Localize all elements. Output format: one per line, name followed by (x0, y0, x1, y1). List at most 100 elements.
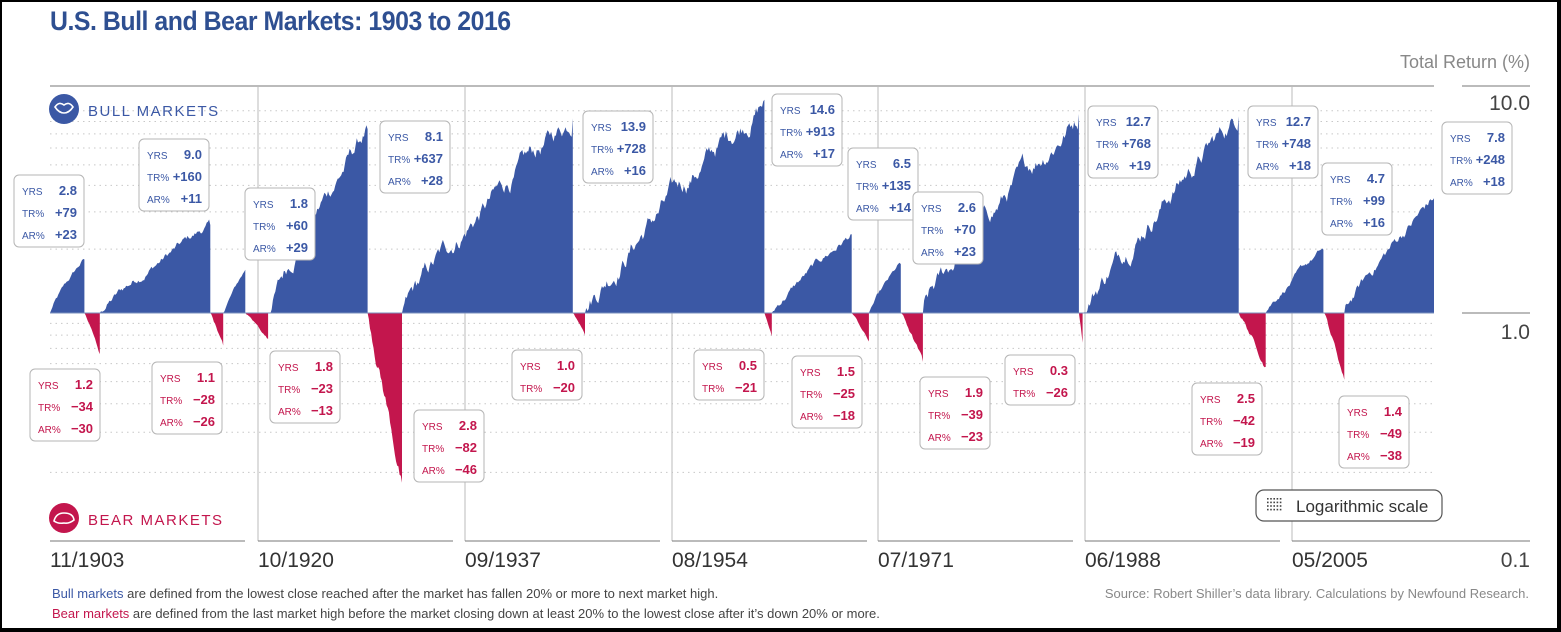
source-note: Source: Robert Shiller’s data library. C… (1104, 586, 1529, 601)
bull-callout-key: YRS (253, 200, 274, 211)
bear-callout-key: AR% (1200, 439, 1223, 450)
bear-callout-key: AR% (422, 466, 445, 477)
bear-callout-key: YRS (1013, 367, 1034, 378)
bull-callout-key: AR% (1450, 178, 1473, 189)
bull-callout-key: AR% (388, 177, 411, 188)
bull-footnote-keyword: Bull markets (52, 586, 124, 601)
bull-market-area (1082, 116, 1239, 313)
bull-market-area (585, 99, 765, 313)
dots-icon (1276, 498, 1279, 500)
dots-icon (1270, 498, 1272, 500)
bull-icon-horns (54, 102, 74, 114)
bull-callout-value: +23 (954, 244, 976, 259)
bull-callout-value: +79 (55, 205, 77, 220)
x-tick-label: 09/1937 (465, 549, 541, 572)
bull-callout-value: +18 (1483, 174, 1505, 189)
bear-callout-key: YRS (38, 381, 59, 392)
bull-callout-value: 12.7 (1286, 114, 1311, 129)
bear-callout-value: −26 (193, 414, 215, 429)
bull-market-area (1265, 248, 1324, 313)
bear-callout-box (511, 349, 583, 401)
bull-callout-box (379, 120, 451, 194)
bull-callout-key: AR% (856, 204, 879, 215)
bear-callout-value: −42 (1233, 413, 1255, 428)
bull-market-area (223, 269, 246, 313)
bull-callout-value: +16 (624, 163, 646, 178)
bull-callout-key: TR% (1330, 197, 1352, 208)
bull-callout-box (244, 187, 316, 261)
bear-callout-value: −25 (833, 386, 855, 401)
bull-market-area (868, 262, 901, 313)
bull-callout-value: 1.8 (290, 196, 308, 211)
bull-callout-key: TR% (780, 128, 802, 139)
dots-icon (1279, 508, 1282, 511)
bull-callout-value: +160 (173, 169, 202, 184)
bear-callout-value: −34 (71, 399, 94, 414)
bull-callout-box (582, 110, 654, 184)
dots-icon (1273, 498, 1275, 500)
bear-market-area (1238, 313, 1266, 368)
bull-callout-key: AR% (253, 244, 276, 255)
bull-callout-value: +28 (421, 173, 443, 188)
bear-callout-key: TR% (38, 403, 60, 414)
bear-callout-value: 0.3 (1050, 363, 1068, 378)
bear-market-area (367, 313, 402, 483)
bull-market-area (268, 125, 368, 313)
bull-legend-label: BULL MARKETS (88, 103, 220, 120)
bear-callout-key: YRS (1347, 408, 1368, 419)
bear-callout-box (919, 376, 991, 450)
bear-market-area (84, 313, 100, 355)
bull-market-area (99, 219, 211, 313)
bull-callout-value: 2.8 (59, 183, 77, 198)
bull-footnote-text: are defined from the lowest close reache… (123, 586, 719, 601)
bear-callout-value: 1.9 (965, 385, 983, 400)
bear-callout-box (791, 355, 863, 429)
bull-market-area (1344, 198, 1434, 313)
bear-callout-box (413, 409, 485, 483)
bear-callout-box (1191, 382, 1263, 456)
bull-callout-box (1087, 105, 1159, 179)
bull-callout-box (847, 147, 919, 221)
bull-callout-value: 14.6 (810, 102, 835, 117)
bear-callout-value: 1.2 (75, 377, 93, 392)
bear-callout-value: −26 (1046, 385, 1068, 400)
y-tick-label: 0.1 (1501, 549, 1530, 572)
bear-callout-box (1004, 354, 1076, 406)
bear-callout-key: TR% (278, 385, 300, 396)
x-tick-label: 08/1954 (672, 549, 748, 572)
bear-callout-key: TR% (928, 411, 950, 422)
bear-callout-value: −20 (553, 380, 575, 395)
bear-legend-label: BEAR MARKETS (88, 512, 224, 529)
bull-callout-value: 6.5 (893, 156, 911, 171)
bull-market-area (50, 259, 85, 313)
bull-market-area (771, 234, 852, 313)
bull-footnote: Bull markets are defined from the lowest… (52, 586, 718, 601)
bear-callout-value: 2.5 (1237, 391, 1255, 406)
bull-callout-value: +768 (1122, 136, 1151, 151)
bear-callout-value: −38 (1380, 448, 1402, 463)
bull-callout-key: TR% (1256, 140, 1278, 151)
bull-callout-value: +14 (889, 200, 912, 215)
x-tick-label: 11/1903 (50, 549, 124, 572)
dots-icon (1273, 505, 1275, 507)
bull-callout-value: +748 (1282, 136, 1311, 151)
bear-callout-value: −18 (833, 408, 855, 423)
bear-callout-value: −23 (961, 429, 983, 444)
bull-callout-value: +728 (617, 141, 646, 156)
bull-callout-value: +23 (55, 227, 77, 242)
bear-callout-value: −30 (71, 421, 93, 436)
bull-callout-key: TR% (921, 226, 943, 237)
bear-callout-key: YRS (160, 374, 181, 385)
bear-callout-value: 1.0 (557, 358, 575, 373)
bear-callout-key: TR% (1347, 430, 1369, 441)
bear-callout-key: YRS (1200, 395, 1221, 406)
bull-callout-key: YRS (856, 160, 877, 171)
bull-callout-key: AR% (147, 195, 170, 206)
dots-icon (1267, 505, 1269, 507)
dots-icon (1276, 501, 1279, 504)
x-tick-label: 07/1971 (878, 549, 954, 572)
dots-icon (1270, 501, 1272, 504)
bull-callout-key: TR% (388, 155, 410, 166)
